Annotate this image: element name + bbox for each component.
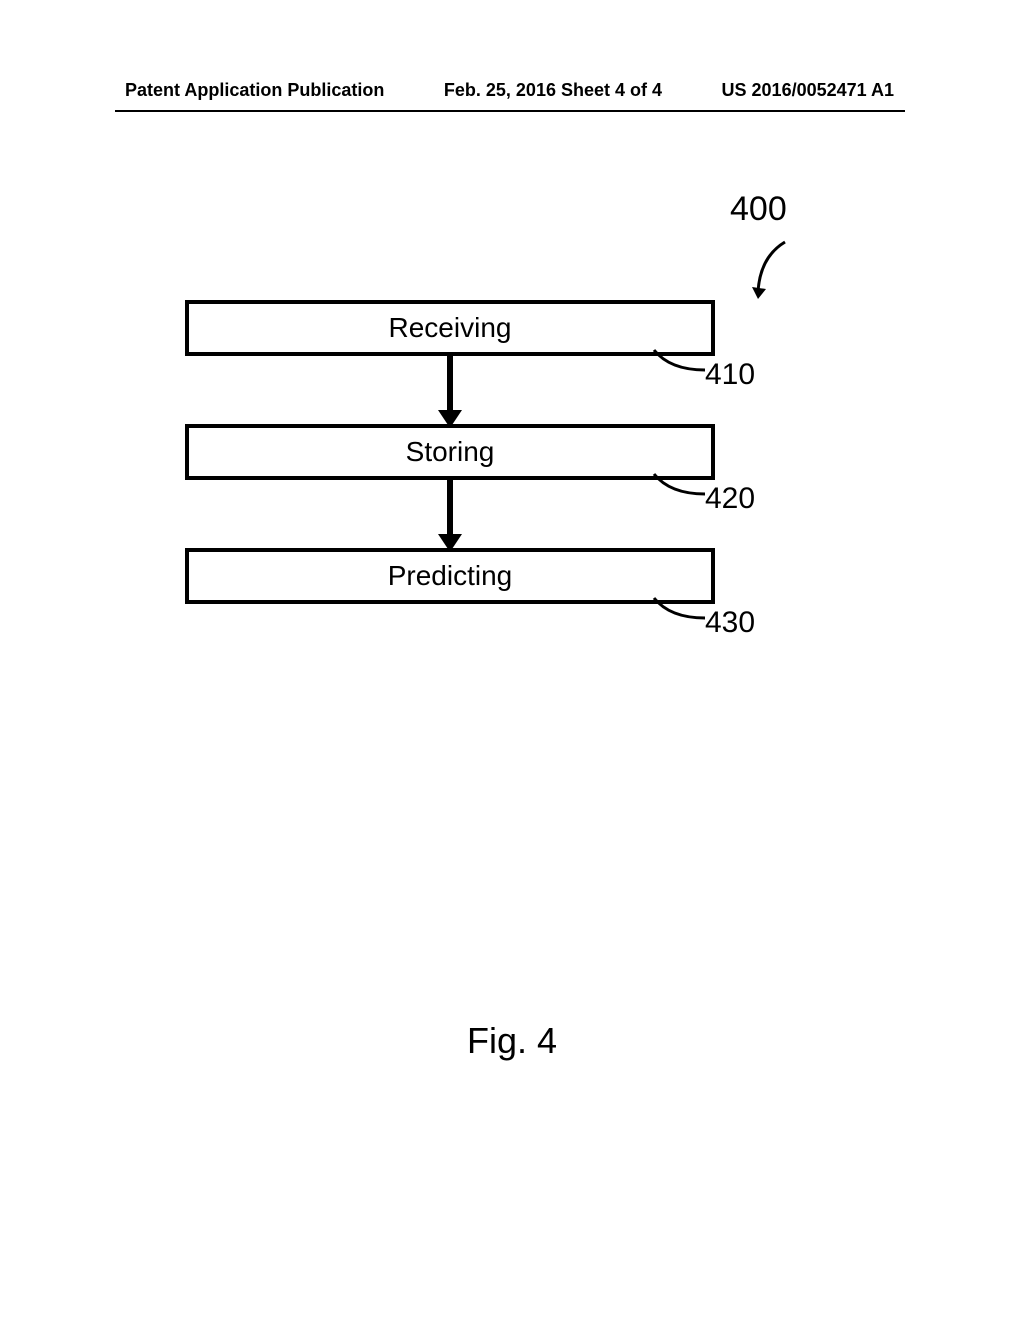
page: Patent Application Publication Feb. 25, … [0,0,1024,1320]
arrow-stem-icon [447,356,453,414]
ref-420: 420 [705,482,755,516]
ref-430: 430 [705,606,755,640]
box-storing-label: Storing [406,436,495,468]
header-right: US 2016/0052471 A1 [722,80,894,101]
box-predicting: Predicting [185,548,715,604]
ref-410-label: 410 [705,358,755,391]
arrow-stem-icon [447,480,453,538]
page-header: Patent Application Publication Feb. 25, … [0,80,1024,101]
box-storing: Storing [185,424,715,480]
header-left: Patent Application Publication [125,80,384,101]
box-predicting-label: Predicting [388,560,513,592]
header-center: Feb. 25, 2016 Sheet 4 of 4 [444,80,662,101]
figure-label: Fig. 4 [0,1020,1024,1062]
reference-arrow-icon [750,237,810,307]
box-receiving-label: Receiving [389,312,512,344]
ref-420-label: 420 [705,482,755,515]
flowchart: Receiving 410 Storing 420 Predicting [185,300,745,604]
ref-430-label: 430 [705,606,755,639]
box-receiving: Receiving [185,300,715,356]
ref-410: 410 [705,358,755,392]
diagram-reference-label: 400 [730,190,787,229]
header-rule [115,110,905,112]
